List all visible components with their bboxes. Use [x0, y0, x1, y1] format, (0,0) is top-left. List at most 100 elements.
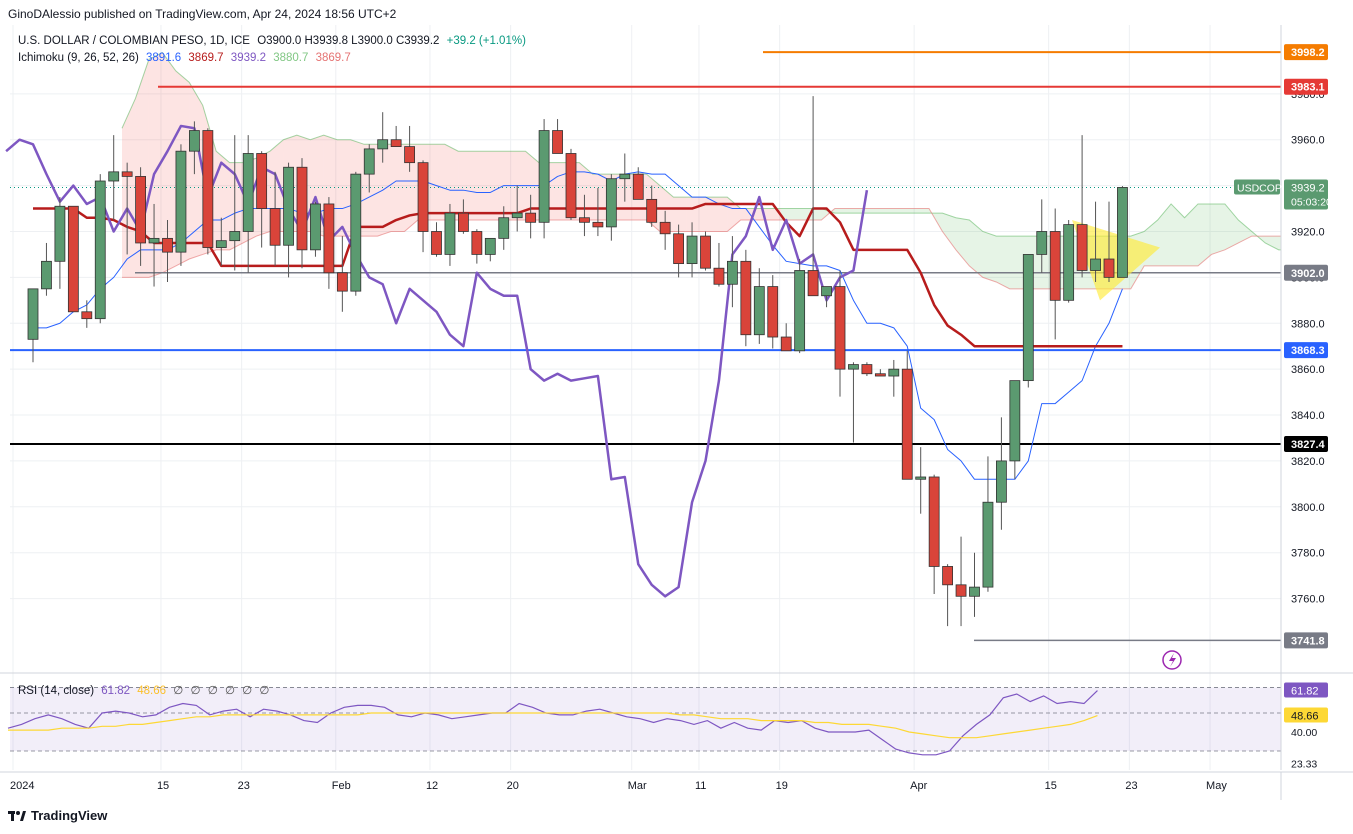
candle-body	[54, 205, 66, 262]
rsi-ma-value: 48.66	[137, 685, 167, 697]
cloud-segment	[875, 208, 889, 214]
footer-brand[interactable]: TradingView	[8, 808, 107, 823]
conversion-line	[33, 171, 1123, 480]
cloud-segment	[727, 197, 741, 232]
cloud-segment	[1009, 236, 1024, 289]
rsi-empty-5: ∅	[242, 685, 253, 697]
countdown-label: 05:03:20	[1291, 196, 1332, 208]
rsi-band	[10, 687, 1281, 751]
cloud-segment	[1265, 236, 1279, 250]
rsi-value-tag-label: 61.82	[1291, 686, 1319, 698]
cloud-segment	[1238, 220, 1252, 243]
candle-body	[525, 212, 537, 223]
candle-body	[202, 130, 214, 248]
price-tick-label: 3960.0	[1291, 135, 1325, 147]
time-tick-label: Apr	[910, 780, 927, 792]
cloud-segment	[982, 231, 997, 282]
candle-body	[457, 212, 469, 232]
candle-body	[81, 311, 93, 320]
ohlc-values: O3900.0 H3939.8 L3900.0 C3939.2	[257, 35, 440, 47]
cloud-segment	[1198, 203, 1212, 266]
rsi-ma-line	[8, 712, 1098, 739]
candle-body	[404, 146, 416, 164]
candle-body	[996, 460, 1007, 503]
candle-body	[982, 501, 994, 588]
candle-body	[323, 203, 335, 274]
candle-body	[632, 173, 644, 200]
candle-body	[511, 212, 523, 219]
candle-body	[794, 270, 806, 352]
time-tick-label: Feb	[332, 780, 351, 792]
time-tick-label: 2024	[10, 780, 34, 792]
candle-body	[565, 153, 577, 219]
cloud-segment	[1171, 203, 1185, 266]
time-tick-label: 19	[776, 780, 788, 792]
cloud-segment	[148, 52, 163, 278]
candle-body	[1103, 258, 1115, 278]
base-line	[33, 202, 1123, 348]
candle-body	[646, 198, 658, 223]
rsi-empty-6: ∅	[259, 685, 270, 697]
candle-body	[363, 148, 375, 175]
candle-body	[928, 476, 940, 567]
candle-body	[605, 178, 617, 228]
cloud-segment	[915, 208, 929, 214]
candle-body	[888, 368, 900, 377]
price-tick-label: 3800.0	[1291, 502, 1325, 514]
rsi-value-tag	[1284, 682, 1328, 698]
footer-brand-label: TradingView	[31, 808, 108, 823]
cloud-segment	[1224, 203, 1239, 250]
candle-body	[901, 368, 913, 480]
candle-body	[1009, 380, 1021, 462]
candle-body	[1063, 224, 1075, 301]
candle-body	[1022, 254, 1034, 382]
ichimoku-label: Ichimoku (9, 26, 52, 26)	[18, 52, 139, 64]
candle-body	[256, 153, 268, 209]
candle-body	[121, 171, 133, 177]
last-price-label: 3939.2	[1291, 182, 1325, 194]
candle-body	[1036, 231, 1048, 255]
candle-body	[175, 150, 187, 253]
cloud-segment	[1184, 203, 1198, 266]
candle-body	[283, 166, 294, 246]
price-tick-label: 3920.0	[1291, 226, 1325, 238]
cloud-segment	[444, 144, 459, 221]
rsi-empty-2: ∅	[190, 685, 201, 697]
candle-body	[417, 162, 429, 232]
time-tick-label: 11	[695, 780, 706, 792]
ichimoku-value-lead1: 3880.7	[273, 52, 309, 64]
cloud-segment	[848, 208, 862, 214]
time-tick-label: 23	[1125, 780, 1137, 792]
price-tick-label: 3880.0	[1291, 318, 1325, 330]
cloud-segment	[1211, 203, 1225, 255]
level-tag	[1284, 632, 1328, 649]
lightning-circle	[1162, 650, 1182, 670]
ichimoku-value-conversion: 3891.6	[146, 52, 182, 64]
time-tick-label: Mar	[628, 780, 647, 792]
candle-body	[310, 203, 321, 251]
candle-body	[27, 288, 39, 340]
rsi-legend: RSI (14, close) 61.82 48.66 ∅ ∅ ∅ ∅ ∅ ∅	[18, 683, 273, 697]
cloud-segment	[700, 197, 714, 232]
time-tick-label: 20	[507, 780, 519, 792]
cloud-segment	[189, 82, 203, 260]
candle-body	[215, 240, 227, 248]
candle-body	[807, 270, 819, 297]
cloud-segment	[377, 144, 391, 237]
candle-body	[188, 130, 200, 152]
cloud-segment	[834, 208, 849, 214]
candle-body	[686, 235, 698, 265]
price-change: +39.2 (+1.01%)	[446, 35, 526, 47]
cloud-segment	[471, 151, 486, 221]
candle-body	[471, 231, 483, 255]
cloud-segment	[552, 162, 566, 221]
candle-body	[1090, 258, 1101, 271]
level-tag	[1284, 342, 1328, 359]
cloud-segment	[794, 208, 808, 221]
candle-body	[108, 171, 120, 182]
time-tick-label: 12	[426, 780, 438, 792]
cloud-segment	[458, 151, 472, 221]
candle-body	[67, 205, 79, 313]
price-axis-panel	[1281, 0, 1353, 770]
